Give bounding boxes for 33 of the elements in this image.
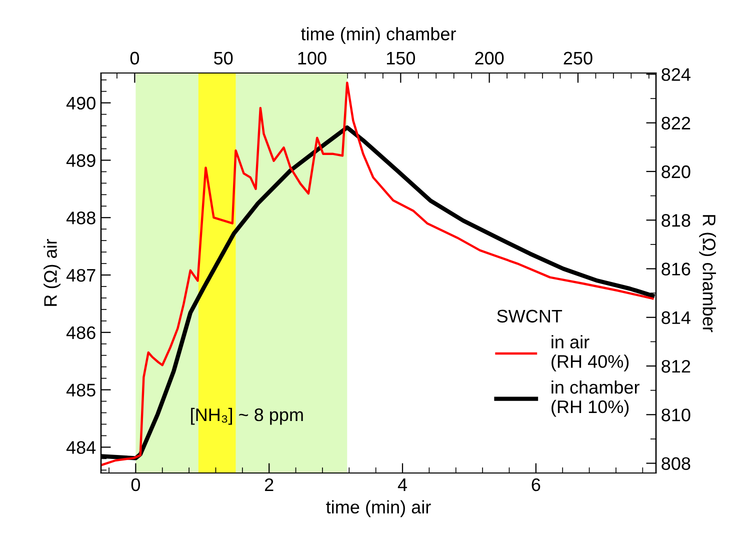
y2-tick-label: 824 <box>662 68 690 81</box>
y-axis-title: R (Ω) air <box>44 238 60 306</box>
y2-tick-label: 822 <box>662 116 690 130</box>
y-tick-label: 487 <box>66 268 96 282</box>
x2-tick-label: 150 <box>386 52 416 65</box>
x-tick-label: 6 <box>532 478 540 492</box>
y-tick-label: 484 <box>66 441 96 454</box>
x2-axis-title: time (min) chamber <box>301 27 456 44</box>
x2-tick-label: 200 <box>475 52 504 65</box>
y2-tick-label: 820 <box>662 165 690 178</box>
y2-tick-label: 814 <box>662 311 690 324</box>
y2-tick-label: 810 <box>662 408 690 422</box>
y2-tick-label: 816 <box>662 262 690 276</box>
x-tick-label: 4 <box>398 478 408 491</box>
y-tick-label: 490 <box>66 96 96 110</box>
legend-title: SWCNT <box>497 310 562 323</box>
y-tick-label: 488 <box>66 212 96 224</box>
legend-label: in air (RH 40%) <box>552 335 629 372</box>
y2-tick-label: 812 <box>662 360 690 373</box>
x-axis-title: time (min) air <box>326 500 431 518</box>
y2-tick-label: 808 <box>662 457 690 470</box>
x2-tick-label: 250 <box>564 52 592 65</box>
x-tick-label: 0 <box>131 478 140 492</box>
x2-tick-label: 0 <box>130 52 140 65</box>
x2-tick-label: 100 <box>298 52 326 65</box>
y2-tick-label: 818 <box>662 214 690 227</box>
y2-axis-title: R (Ω) chamber <box>699 215 716 332</box>
x2-tick-label: 50 <box>214 52 233 65</box>
legend-label: in chamber (RH 10%) <box>552 380 640 417</box>
y-tick-label: 485 <box>66 384 96 397</box>
y-tick-label: 486 <box>66 326 96 340</box>
y-tick-label: 489 <box>66 154 96 167</box>
x-tick-label: 2 <box>264 478 274 491</box>
